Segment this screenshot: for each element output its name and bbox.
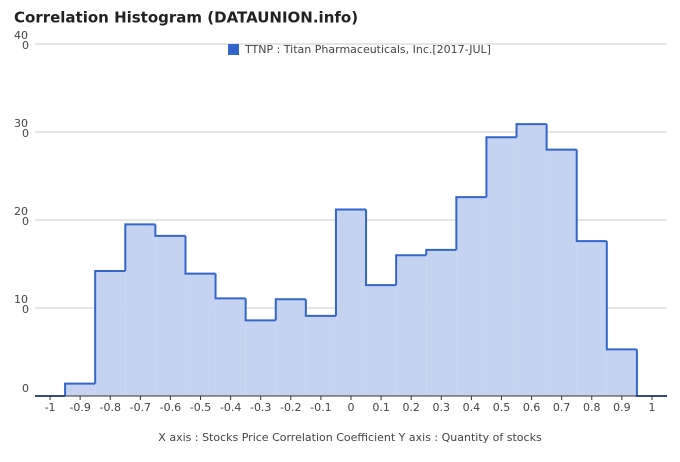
bar-outline — [304, 299, 336, 317]
x-tick-label: -0.1 — [310, 401, 331, 414]
x-tick-label: -0.4 — [220, 401, 241, 414]
bar — [155, 235, 186, 396]
bar — [65, 383, 96, 396]
bar — [516, 124, 547, 396]
y-tick-label: 30 0 — [14, 117, 29, 140]
x-tick-label: 0.8 — [583, 401, 601, 414]
x-tick-label: -0.3 — [250, 401, 271, 414]
bar — [456, 197, 487, 396]
bar — [576, 241, 607, 396]
bar-outline — [545, 124, 577, 151]
x-tick-label: 0.5 — [493, 401, 511, 414]
bar — [366, 285, 397, 396]
y-tick-label: 20 0 — [14, 205, 29, 228]
bar-outline — [124, 223, 156, 272]
x-tick-label: -0.6 — [160, 401, 181, 414]
x-tick-label: 1 — [648, 401, 655, 414]
bar — [426, 249, 457, 396]
bar-outline — [605, 241, 637, 351]
x-tick-label: -1 — [45, 401, 56, 414]
bar-outline — [94, 270, 126, 384]
chart-title: Correlation Histogram (DATAUNION.info) — [14, 9, 358, 27]
bar-outline — [274, 298, 306, 321]
x-tick-label: -0.9 — [69, 401, 90, 414]
x-tick-label: 0.9 — [613, 401, 631, 414]
bar-outline — [64, 382, 96, 396]
y-tick-label: 10 0 — [14, 293, 29, 316]
x-tick-label: -0.8 — [100, 401, 121, 414]
bar-outline — [635, 349, 667, 397]
bar-outline — [154, 224, 186, 237]
x-tick-label: -0.7 — [130, 401, 151, 414]
bar-outline — [184, 235, 216, 275]
bar-outline — [395, 254, 427, 286]
bar — [305, 315, 336, 396]
bar — [125, 224, 156, 396]
bar-outline — [425, 248, 457, 256]
x-tick-label: 0.6 — [523, 401, 541, 414]
bar-outline — [244, 298, 276, 322]
bar-outline — [334, 208, 367, 316]
bar-outline — [455, 196, 487, 250]
x-tick-label: -0.2 — [280, 401, 301, 414]
bar — [185, 273, 216, 396]
bar-outline — [515, 123, 547, 138]
x-axis-label: X axis : Stocks Price Correlation Coeffi… — [158, 431, 542, 444]
bar — [275, 299, 306, 396]
bar-outline — [575, 149, 607, 243]
y-tick-label: 0 — [22, 382, 29, 395]
bar-outline — [214, 273, 246, 300]
legend-label: TTNP : Titan Pharmaceuticals, Inc.[2017-… — [244, 43, 491, 56]
bar — [215, 298, 246, 396]
bar — [546, 149, 577, 396]
x-tick-label: 0.2 — [402, 401, 420, 414]
bar — [335, 209, 367, 396]
y-tick-label: 40 0 — [14, 29, 29, 52]
bar — [95, 271, 126, 396]
x-tick-label: 0.1 — [372, 401, 390, 414]
x-tick-label: 0.4 — [463, 401, 481, 414]
bar-outline — [365, 209, 397, 287]
bar — [486, 137, 517, 396]
x-tick-label: -0.5 — [190, 401, 211, 414]
x-tick-label: 0 — [348, 401, 355, 414]
x-tick-label: 0.7 — [553, 401, 571, 414]
legend-swatch — [228, 44, 239, 55]
bar — [245, 320, 276, 396]
bar — [396, 255, 427, 396]
x-tick-label: 0.3 — [433, 401, 451, 414]
bar-outline — [485, 136, 517, 198]
bar — [606, 349, 637, 396]
